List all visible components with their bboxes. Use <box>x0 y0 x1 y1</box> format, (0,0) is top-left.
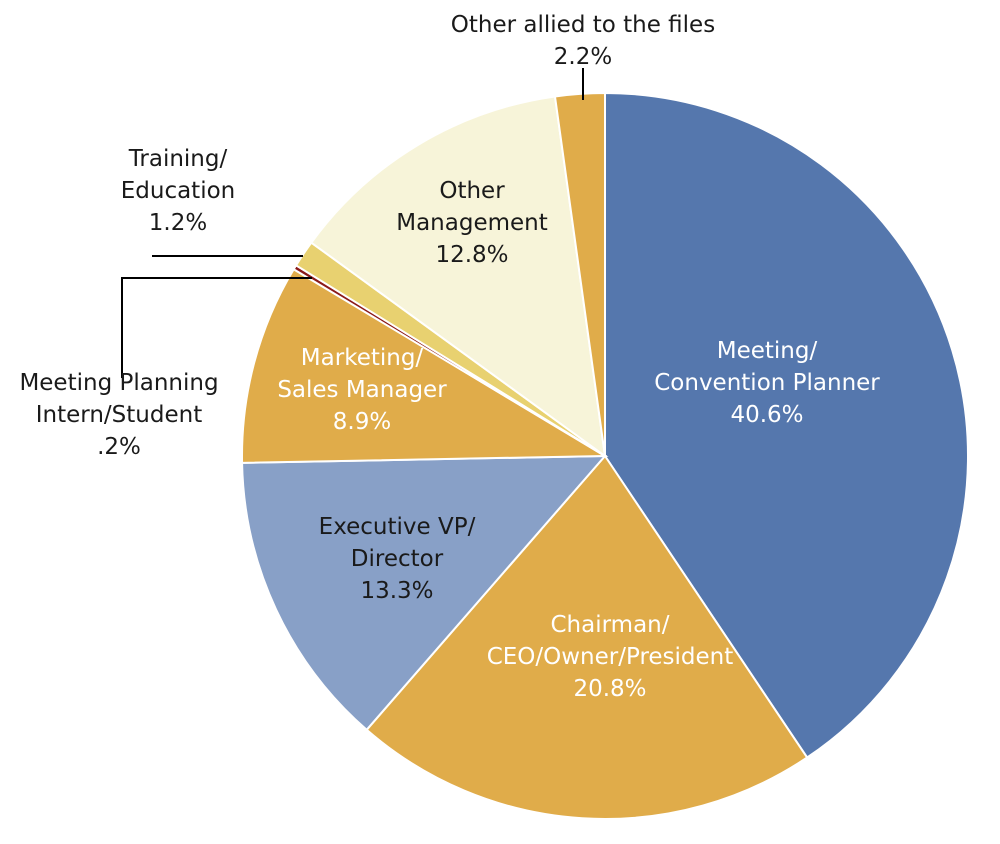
slice-label-5: Meeting Planning Intern/Student .2% <box>19 370 218 460</box>
slice-name-line-7: Other <box>439 178 505 204</box>
slice-name-line-6: Education <box>121 178 236 204</box>
slice-name-line-2: CEO/Owner/President <box>487 644 734 670</box>
pie-slice-1 <box>604 91 969 759</box>
leader-line-5 <box>121 277 312 378</box>
slice-name-line-4: Marketing/ <box>301 345 424 371</box>
slice-value-8: 2.2% <box>554 44 612 70</box>
slice-value-2: 20.8% <box>573 676 646 702</box>
slice-name-line-1: Convention Planner <box>654 370 880 396</box>
slice-labels: Meeting/Convention Planner 40.6% Chairman/… <box>19 12 880 702</box>
slice-name-line-5: Meeting Planning <box>19 370 218 396</box>
slice-name-line-5: Intern/Student <box>36 402 202 428</box>
slice-label-4: Marketing/Sales Manager 8.9% <box>277 345 447 435</box>
slice-value-6: 1.2% <box>149 210 207 236</box>
slice-value-5: .2% <box>97 434 141 460</box>
slice-label-2: Chairman/CEO/Owner/President 20.8% <box>487 612 734 702</box>
slice-value-4: 8.9% <box>333 409 391 435</box>
slice-label-8: Other allied to the files 2.2% <box>451 12 715 70</box>
pie-slice-3 <box>241 454 608 732</box>
pie-slice-8 <box>553 91 606 457</box>
slice-value-1: 40.6% <box>730 402 803 428</box>
slice-name-line-7: Management <box>396 210 548 236</box>
pie-slice-2 <box>365 454 809 820</box>
slice-name-line-4: Sales Manager <box>277 377 447 403</box>
slice-label-1: Meeting/Convention Planner 40.6% <box>654 338 880 428</box>
pie-slices <box>241 91 969 820</box>
pie-slice-7 <box>309 95 607 459</box>
slice-label-7: Other Management 12.8% <box>396 178 548 268</box>
slice-name-line-8: Other allied to the files <box>451 12 715 38</box>
slice-value-3: 13.3% <box>360 578 433 604</box>
slice-value-7: 12.8% <box>435 242 508 268</box>
slice-name-line-3: Executive VP/ <box>319 514 476 540</box>
slice-label-6: Training/Education 1.2% <box>121 146 236 236</box>
leader-lines <box>121 68 584 378</box>
slice-name-line-1: Meeting/ <box>717 338 818 364</box>
slice-name-line-6: Training/ <box>128 146 228 172</box>
slice-name-line-3: Director <box>351 546 444 572</box>
slice-label-3: Executive VP/Director 13.3% <box>319 514 476 604</box>
slice-name-line-2: Chairman/ <box>551 612 670 638</box>
pie-slice-4 <box>241 267 609 464</box>
